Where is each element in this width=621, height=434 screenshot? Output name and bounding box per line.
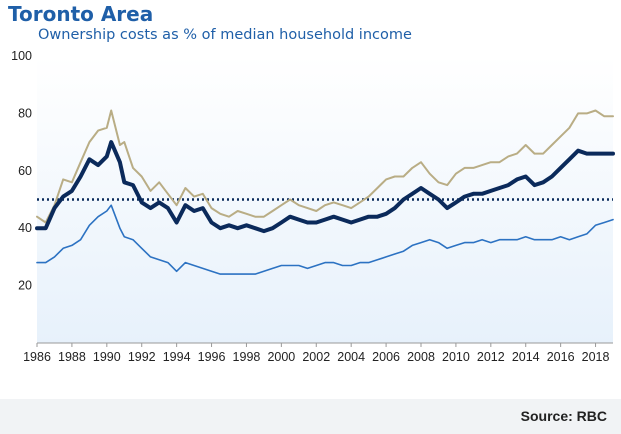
x-tick-label: 1992 (128, 350, 156, 364)
chart-title: Toronto Area (8, 2, 154, 26)
y-tick-label: 80 (18, 106, 32, 120)
x-tick-label: 2016 (547, 350, 575, 364)
x-tick-label: 2000 (267, 350, 295, 364)
x-tick-label: 1996 (198, 350, 226, 364)
footer-bar: Source: RBC (0, 399, 621, 434)
y-tick-label: 100 (11, 49, 32, 63)
y-tick-label: 20 (18, 279, 32, 293)
y-tick-label: 60 (18, 164, 32, 178)
x-tick-label: 1988 (58, 350, 86, 364)
x-tick-label: 2014 (512, 350, 540, 364)
chart-subtitle: Ownership costs as % of median household… (38, 27, 412, 43)
x-tick-label: 2018 (582, 350, 610, 364)
x-tick-label: 1998 (233, 350, 261, 364)
x-tick-label: 1994 (163, 350, 191, 364)
x-tick-label: 2010 (442, 350, 470, 364)
y-tick-label: 40 (18, 221, 32, 235)
x-tick-label: 2012 (477, 350, 505, 364)
x-tick-label: 2008 (407, 350, 435, 364)
series-line-2 (35, 140, 615, 234)
line-chart: 20 40 60 80 100 1986 1988 1990 1992 1994 1996 1998… (11, 49, 615, 364)
x-tick-label: 1990 (93, 350, 121, 364)
x-tick-label: 2002 (302, 350, 330, 364)
x-tick-label: 1986 (23, 350, 51, 364)
source-note: Source: RBC (520, 408, 607, 424)
series-line-1 (36, 109, 614, 224)
x-tick-label: 2006 (372, 350, 400, 364)
x-tick-label: 2004 (337, 350, 365, 364)
series-line-3 (36, 204, 614, 275)
